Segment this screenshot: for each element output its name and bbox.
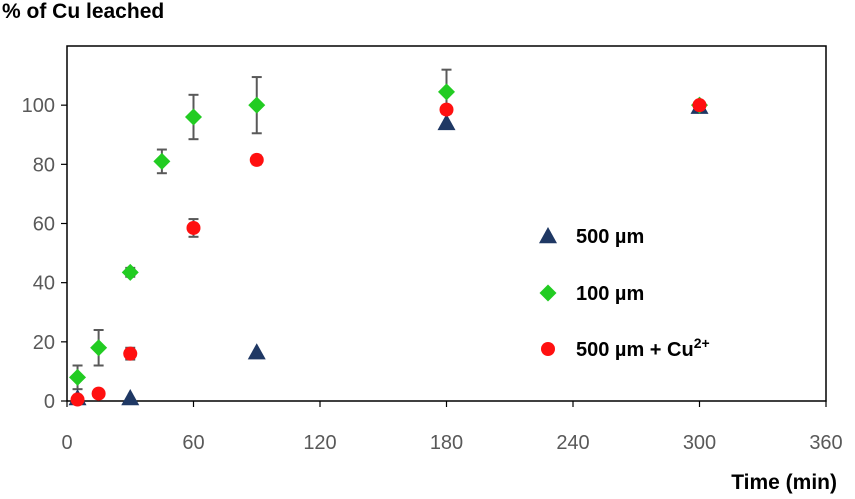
circle-point: [692, 98, 707, 113]
x-tick-label: 120: [303, 432, 336, 454]
x-axis-label: Time (min): [731, 471, 837, 494]
circle-point: [186, 220, 201, 235]
y-tick-label: 80: [33, 154, 55, 176]
diamond-point: [438, 83, 455, 101]
y-tick-label: 100: [22, 95, 55, 117]
axes: 0 20 40 60 80 100 0 60 120 180 240 300 360: [22, 45, 843, 454]
data-points: [68, 83, 709, 407]
legend-label-superscript: 2+: [694, 335, 710, 351]
diamond-point: [248, 96, 266, 114]
triangle-point: [247, 343, 266, 360]
y-tick-label: 60: [33, 214, 55, 236]
legend-label: 100 µm: [576, 283, 644, 305]
diamond-point: [121, 263, 139, 281]
legend-label: 500 µm + Cu2+: [576, 335, 710, 361]
legend: 500 µm 100 µm 500 µm + Cu2+: [539, 226, 710, 361]
legend-marker-circle: [541, 342, 555, 356]
diamond-point: [185, 108, 202, 126]
y-axis-label: % of Cu leached: [2, 0, 165, 23]
x-tick-label: 300: [683, 432, 716, 454]
x-tick-label: 60: [182, 432, 204, 454]
diamond-point: [153, 152, 171, 170]
triangle-point: [121, 389, 140, 406]
legend-marker-triangle: [539, 227, 557, 244]
circle-point: [91, 386, 106, 401]
circle-point: [123, 346, 138, 361]
triangle-point: [437, 113, 456, 131]
diamond-point: [90, 339, 108, 357]
circle-point: [439, 102, 454, 117]
legend-label: 500 µm: [576, 226, 644, 248]
x-tick-label: 0: [61, 432, 72, 454]
error-bars: [72, 68, 452, 391]
circle-point: [249, 152, 264, 167]
y-tick-label: 0: [44, 391, 55, 413]
x-tick-label: 180: [430, 432, 463, 454]
y-tick-label: 20: [33, 332, 55, 354]
y-tick-label: 40: [33, 273, 55, 295]
x-tick-label: 360: [809, 432, 842, 454]
circle-point: [70, 392, 85, 407]
diamond-point: [69, 368, 87, 386]
legend-marker-diamond: [539, 284, 557, 302]
x-tick-label: 240: [556, 432, 589, 454]
